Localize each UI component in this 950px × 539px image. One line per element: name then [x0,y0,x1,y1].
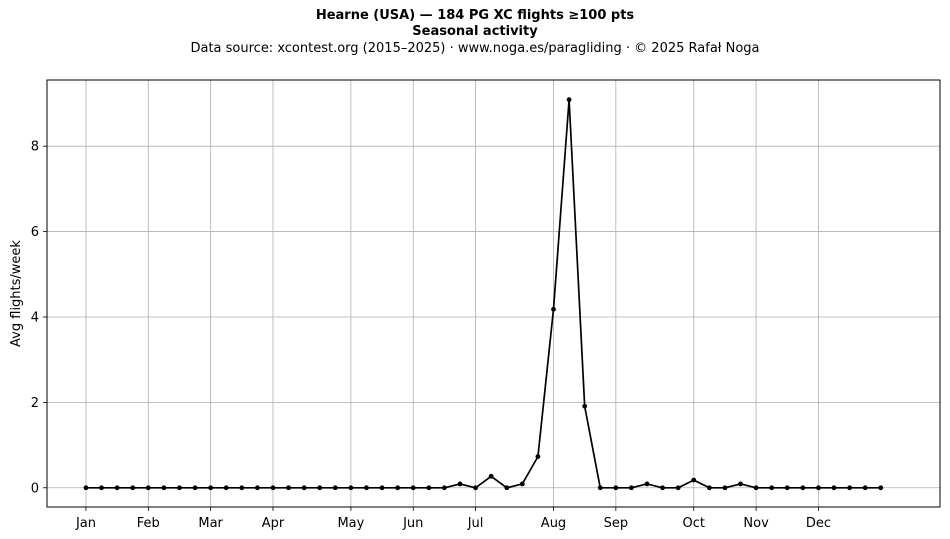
chart-title-block: Hearne (USA) — 184 PG XC flights ≥100 pt… [0,8,950,58]
chart-title: Hearne (USA) — 184 PG XC flights ≥100 pt… [315,8,635,23]
data-point [722,485,728,491]
data-point [114,485,120,491]
x-tick-label: Jun [402,516,423,531]
data-point [644,481,650,487]
data-point [426,485,432,491]
data-point [878,485,884,491]
y-axis-label: Avg flights/week [9,240,24,347]
x-axis: Jan Feb Mar Apr May Jun Jul Aug Sep Oct Nov Dec [75,507,831,531]
data-point [706,485,712,491]
series-line [85,98,881,489]
data-point [379,485,385,491]
data-point [177,485,182,491]
data-point [99,485,104,491]
data-point [504,485,510,491]
data-point [597,485,603,491]
data-point [535,454,541,460]
data-point [286,485,291,491]
data-point [831,485,837,491]
data-point [691,477,697,483]
x-tick-label: Feb [137,516,160,531]
data-point [442,485,447,491]
data-point [488,473,494,479]
y-axis: 0 2 4 6 8 [31,140,47,496]
x-tick-label: Aug [541,516,566,531]
data-point [738,481,743,487]
data-point [551,306,556,312]
x-tick-label: Jan [75,516,96,531]
x-tick-label: May [337,516,364,531]
data-point [847,485,853,491]
data-point [410,485,416,491]
grid-lines [47,80,940,507]
data-point [395,485,401,491]
x-tick-label: Jul [467,516,484,531]
x-tick-label: Mar [198,516,223,531]
data-point [862,485,868,491]
y-tick-label: 4 [31,310,39,325]
data-point [566,97,572,103]
data-point [130,485,136,491]
x-tick-label: Oct [683,516,705,531]
data-point [270,485,276,491]
y-tick-label: 2 [31,396,39,411]
chart-subtitle: Seasonal activity [412,24,538,39]
data-point [332,485,338,491]
y-tick-label: 6 [31,225,39,240]
data-point [317,485,323,491]
chart-source: Data source: xcontest.org (2015–2025) · … [190,41,760,56]
y-tick-label: 0 [31,481,39,496]
data-point [301,485,307,491]
x-tick-label: Nov [743,516,769,531]
data-point [816,485,821,491]
data-point [145,485,151,491]
x-tick-label: Dec [806,516,831,531]
data-point [457,481,463,487]
data-point [364,485,369,491]
data-point [613,485,619,491]
data-point [800,485,806,491]
data-point [161,485,167,491]
plot-area [83,97,884,491]
data-point [753,485,759,491]
data-point [192,485,198,491]
data-point [660,485,665,491]
data-point [784,485,790,491]
x-tick-label: Apr [262,516,285,531]
x-tick-label: Sep [604,516,629,531]
y-tick-label: 8 [31,140,39,155]
data-point [675,485,681,491]
data-point [254,485,260,491]
plot-frame [46,79,941,508]
data-point [83,485,89,491]
data-point [473,485,478,491]
data-point [223,485,229,491]
data-point [629,485,634,491]
data-point [348,485,354,491]
data-point [582,403,588,409]
data-point [208,485,214,491]
data-point [769,485,775,491]
data-point [519,481,525,487]
data-point [239,485,245,491]
